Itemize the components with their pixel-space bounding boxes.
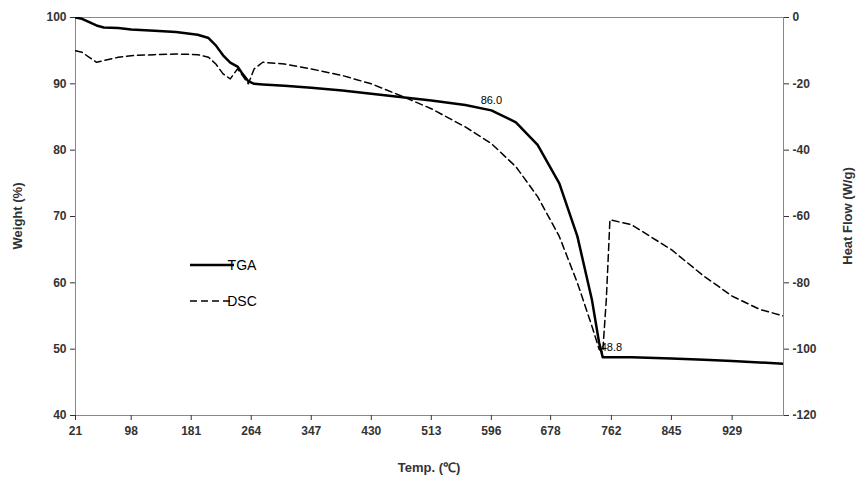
svg-text:Temp. (℃): Temp. (℃)	[398, 460, 461, 475]
svg-text:Heat Flow (W/g): Heat Flow (W/g)	[840, 167, 855, 265]
svg-text:-120: -120	[793, 408, 817, 422]
svg-text:678: 678	[541, 424, 561, 438]
svg-text:100: 100	[46, 10, 66, 24]
svg-text:-60: -60	[793, 209, 811, 223]
svg-text:86.0: 86.0	[481, 94, 502, 106]
svg-text:-20: -20	[793, 77, 811, 91]
svg-text:347: 347	[301, 424, 321, 438]
svg-text:-40: -40	[793, 143, 811, 157]
svg-text:21: 21	[69, 424, 83, 438]
svg-text:70: 70	[53, 209, 67, 223]
svg-text:596: 596	[481, 424, 501, 438]
svg-text:181: 181	[181, 424, 201, 438]
svg-text:430: 430	[361, 424, 381, 438]
svg-text:845: 845	[661, 424, 681, 438]
svg-text:98: 98	[125, 424, 139, 438]
svg-text:-80: -80	[793, 276, 811, 290]
svg-text:TGA: TGA	[228, 257, 257, 273]
svg-text:-100: -100	[793, 342, 817, 356]
svg-text:929: 929	[722, 424, 742, 438]
svg-text:50: 50	[53, 342, 67, 356]
svg-text:Weight (%): Weight (%)	[10, 183, 25, 250]
svg-text:264: 264	[241, 424, 261, 438]
svg-text:513: 513	[421, 424, 441, 438]
svg-text:80: 80	[53, 143, 67, 157]
svg-text:DSC: DSC	[227, 293, 257, 309]
svg-text:60: 60	[53, 276, 67, 290]
svg-text:40: 40	[53, 408, 67, 422]
svg-text:0: 0	[793, 10, 800, 24]
svg-text:48.8: 48.8	[601, 341, 622, 353]
svg-text:762: 762	[601, 424, 621, 438]
svg-text:90: 90	[53, 77, 67, 91]
